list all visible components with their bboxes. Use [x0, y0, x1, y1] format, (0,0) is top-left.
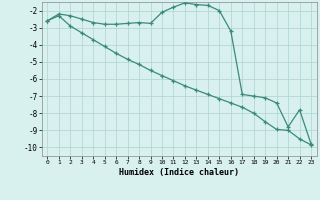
X-axis label: Humidex (Indice chaleur): Humidex (Indice chaleur) — [119, 168, 239, 177]
